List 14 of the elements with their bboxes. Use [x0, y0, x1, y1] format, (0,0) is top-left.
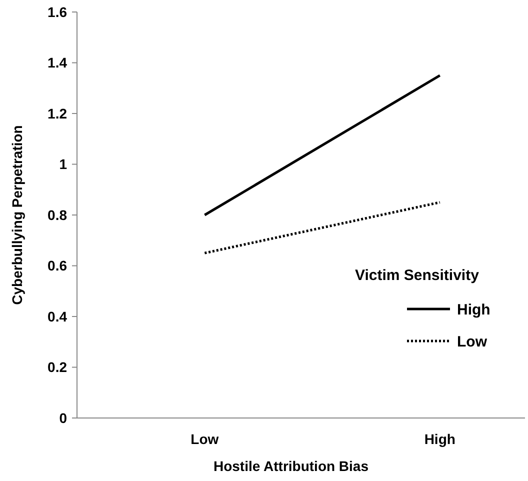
y-tick-label: 0.2	[48, 359, 68, 376]
y-tick-label: 1.2	[48, 105, 68, 122]
y-tick-label: 0.6	[48, 258, 68, 274]
legend-label: High	[457, 301, 490, 318]
y-tick-label: 1.6	[48, 4, 68, 20]
y-tick-label: 0.8	[48, 206, 68, 223]
y-tick-label: 0	[59, 410, 68, 426]
legend-title: Victim Sensitivity	[355, 267, 480, 284]
y-tick-label: 0.4	[48, 308, 68, 324]
y-tick-label: 1	[59, 156, 68, 172]
x-axis-title: Hostile Attribution Bias	[213, 458, 369, 474]
y-tick-label: 1.4	[48, 54, 68, 71]
y-axis-title: Cyberbullying Perpetration	[9, 125, 25, 305]
legend-label: Low	[457, 333, 488, 350]
